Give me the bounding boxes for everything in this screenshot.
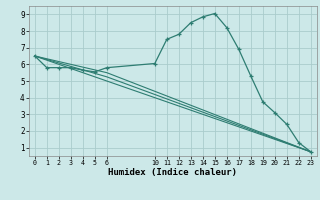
X-axis label: Humidex (Indice chaleur): Humidex (Indice chaleur)	[108, 168, 237, 177]
